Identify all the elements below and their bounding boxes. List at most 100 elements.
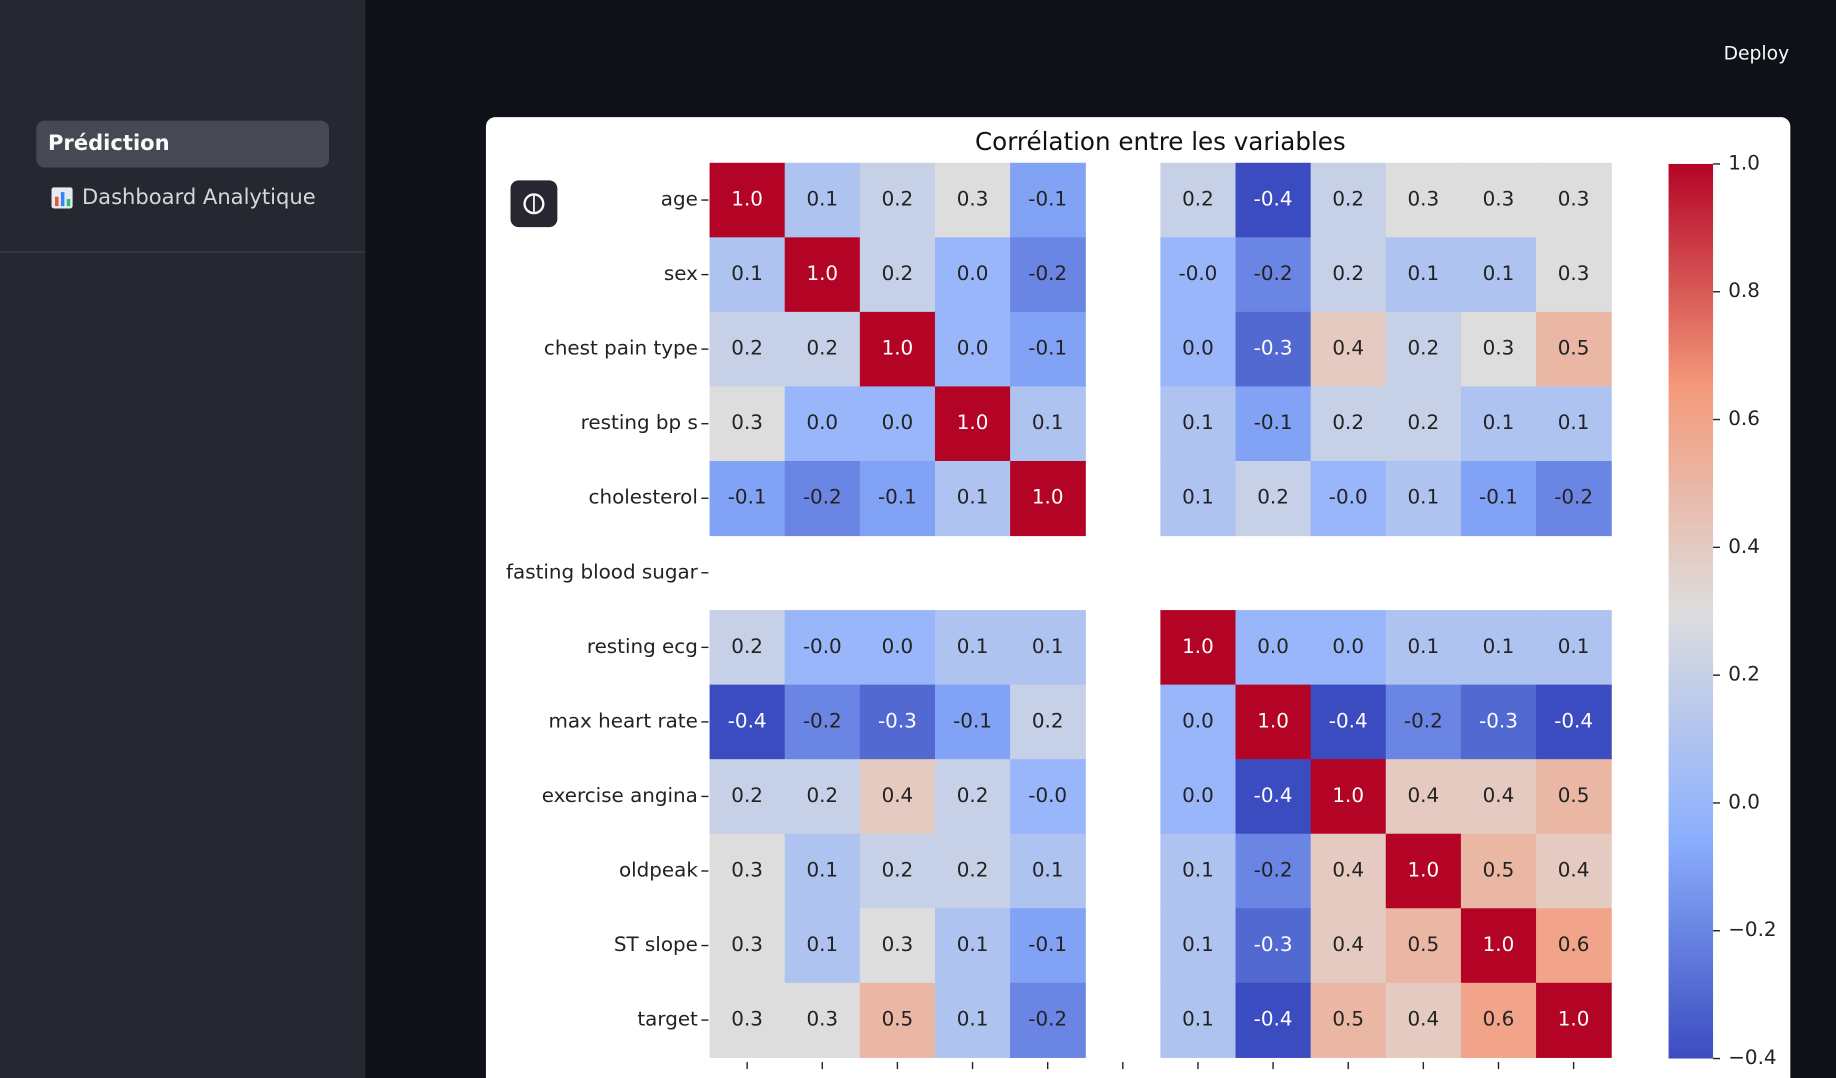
cell-label: 1.0 xyxy=(882,337,914,360)
heatmap-cell xyxy=(1310,610,1387,686)
cell-label: 0.0 xyxy=(957,337,989,360)
heatmap-cell xyxy=(934,460,1011,537)
cell-label: 0.1 xyxy=(1182,858,1214,881)
heatmap-cell xyxy=(784,833,861,909)
cell-label: 0.6 xyxy=(1558,933,1590,956)
heatmap-cell xyxy=(1460,311,1537,388)
deploy-button[interactable]: Deploy xyxy=(1724,43,1790,64)
cell-label: 0.1 xyxy=(1032,858,1064,881)
cell-label: 0.2 xyxy=(806,784,838,807)
colorbar-tick-label: −0.4 xyxy=(1728,1046,1776,1069)
cell-label: 1.0 xyxy=(957,411,989,434)
heatmap-cell xyxy=(709,162,786,238)
cell-label: -0.0 xyxy=(1179,262,1218,285)
colorbar-tick-label: 0.4 xyxy=(1728,535,1760,558)
cell-label: 0.2 xyxy=(882,262,914,285)
colorbar-tick-label: −0.2 xyxy=(1728,918,1776,941)
heatmap-cell xyxy=(1235,759,1312,835)
row-label: chest pain type xyxy=(544,337,698,360)
heatmap-cell xyxy=(1385,759,1462,835)
heatmap-cell xyxy=(1160,610,1237,686)
heatmap-cell xyxy=(1235,684,1312,760)
cell-label: 0.3 xyxy=(1558,262,1590,285)
heatmap-cell xyxy=(1385,610,1462,686)
heatmap-cell xyxy=(1460,759,1537,835)
cell-label: 0.4 xyxy=(1408,1008,1440,1031)
heatmap-cell xyxy=(1160,386,1237,462)
cell-label: -0.2 xyxy=(1254,262,1293,285)
cell-label: 1.0 xyxy=(1408,858,1440,881)
cell-label: -0.3 xyxy=(1254,933,1293,956)
heatmap-cell xyxy=(709,386,786,462)
cell-label: 1.0 xyxy=(806,262,838,285)
cell-label: 0.0 xyxy=(1332,635,1364,658)
heatmap-cell xyxy=(1385,982,1462,1058)
heatmap-cell xyxy=(1160,460,1237,537)
heatmap-cell xyxy=(859,982,936,1058)
heatmap-cell xyxy=(1460,833,1537,909)
heatmap-cell xyxy=(1010,311,1086,388)
colorbar-tick-label: 0.2 xyxy=(1728,663,1760,686)
nav-item[interactable]: Dashboard Analytique xyxy=(82,184,316,209)
cell-label: 0.2 xyxy=(1332,262,1364,285)
heatmap-cell xyxy=(1010,460,1086,537)
heatmap-cell xyxy=(1536,759,1612,835)
cell-label: -0.2 xyxy=(1404,709,1443,732)
heatmap-cell xyxy=(1536,684,1612,760)
cell-label: 0.1 xyxy=(1483,635,1515,658)
heatmap-cell xyxy=(1536,237,1612,313)
cell-label: 0.6 xyxy=(1483,1008,1515,1031)
nav-active[interactable] xyxy=(36,120,330,168)
cell-label: -0.4 xyxy=(1329,709,1368,732)
cell-label: 0.1 xyxy=(957,1008,989,1031)
cell-label: 0.4 xyxy=(1408,784,1440,807)
cell-label: 0.5 xyxy=(1558,784,1590,807)
heatmap-cell xyxy=(1536,460,1612,537)
cell-label: 0.4 xyxy=(1558,858,1590,881)
heatmap-cell xyxy=(934,759,1011,835)
cell-label: -0.3 xyxy=(1479,709,1518,732)
heatmap-cell xyxy=(1010,759,1086,835)
cell-label: -0.4 xyxy=(1254,188,1293,211)
cell-label: -0.1 xyxy=(728,486,767,509)
cell-label: -0.1 xyxy=(1028,337,1067,360)
cell-label: -0.2 xyxy=(1254,858,1293,881)
heatmap-cell xyxy=(934,386,1011,462)
heatmap-cell xyxy=(1310,460,1387,537)
cell-label: 0.3 xyxy=(731,411,763,434)
cell-label: 0.0 xyxy=(806,411,838,434)
cell-label: 1.0 xyxy=(1257,709,1289,732)
heatmap-cell xyxy=(1010,833,1086,909)
heatmap-cell xyxy=(1460,162,1537,238)
cell-label: 1.0 xyxy=(1558,1008,1590,1031)
heatmap-cell xyxy=(784,982,861,1058)
cell-label: 0.3 xyxy=(731,1008,763,1031)
row-label: target xyxy=(637,1008,698,1031)
cell-label: 0.0 xyxy=(882,635,914,658)
heatmap-cell xyxy=(709,982,786,1058)
cell-label: -0.2 xyxy=(1028,1008,1067,1031)
heatmap-cell xyxy=(1460,610,1537,686)
heatmap-cell xyxy=(934,610,1011,686)
colorbar-tick-label: 1.0 xyxy=(1728,151,1760,174)
cell-label: -0.4 xyxy=(1254,784,1293,807)
heatmap-cell xyxy=(859,162,936,238)
heatmap-cell xyxy=(1160,311,1237,388)
heatmap-cell xyxy=(784,759,861,835)
cell-label: 0.1 xyxy=(806,933,838,956)
cell-label: 0.1 xyxy=(1032,411,1064,434)
heatmap-cell xyxy=(934,237,1011,313)
heatmap-cell xyxy=(1385,908,1462,984)
cell-label: 0.1 xyxy=(1408,486,1440,509)
cell-label: 0.3 xyxy=(731,933,763,956)
heatmap-cell xyxy=(1235,982,1312,1058)
nav-item[interactable]: Prédiction xyxy=(48,130,170,155)
cell-label: 0.4 xyxy=(1332,337,1364,360)
row-label: oldpeak xyxy=(619,858,698,881)
heatmap-cell xyxy=(1235,162,1312,238)
heatmap-cell xyxy=(1010,908,1086,984)
heatmap-cell xyxy=(1460,460,1537,537)
heatmap-cell xyxy=(934,684,1011,760)
cell-label: -0.1 xyxy=(953,709,992,732)
heatmap-cell xyxy=(1536,982,1612,1058)
